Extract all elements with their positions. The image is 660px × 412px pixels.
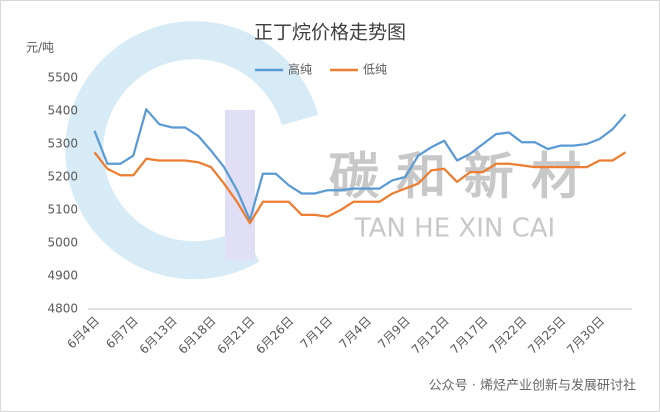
y-tick-label: 5200 <box>47 170 78 184</box>
y-tick-label: 5000 <box>47 236 78 250</box>
y-tick-label: 5400 <box>47 104 78 118</box>
logo-bar <box>225 110 255 260</box>
y-tick-label: 5300 <box>47 137 78 151</box>
y-axis-unit: 元/吨 <box>26 41 54 55</box>
watermark-logo <box>65 21 319 280</box>
line-series <box>93 151 627 225</box>
chart-title: 正丁烷价格走势图 <box>254 22 406 44</box>
y-tick-label: 5100 <box>47 203 78 217</box>
line-series <box>93 108 627 222</box>
watermark-en: TAN HE XIN CAI <box>354 214 555 244</box>
logo-ring <box>65 21 319 280</box>
footer: 公众号 · 烯烃产业创新与发展研讨社 <box>429 378 636 394</box>
legend-label: 高纯 <box>288 62 312 77</box>
y-tick-label: 5500 <box>47 71 78 85</box>
y-tick-label: 4900 <box>47 269 78 283</box>
y-tick-label: 4800 <box>47 302 78 316</box>
legend-label: 低纯 <box>363 63 387 77</box>
